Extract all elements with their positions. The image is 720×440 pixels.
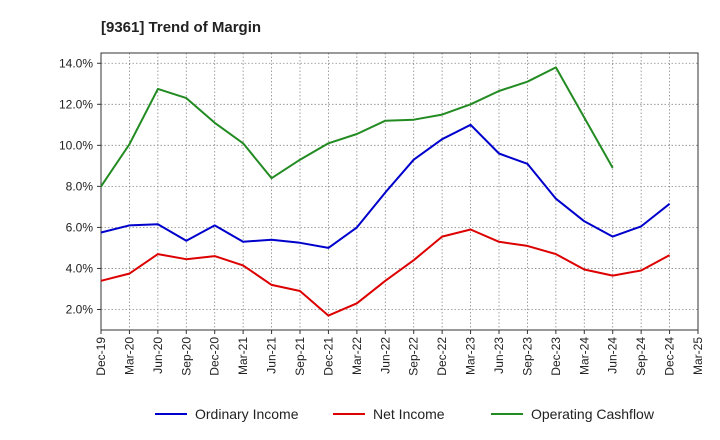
x-tick-label: Jun-23 xyxy=(492,337,506,374)
x-tick-label: Dec-22 xyxy=(435,337,449,376)
series-line-2 xyxy=(100,66,614,187)
series-lines xyxy=(100,66,671,317)
legend-label: Ordinary Income xyxy=(195,406,299,422)
x-tick-label: Mar-25 xyxy=(691,337,705,375)
x-tick-label: Jun-24 xyxy=(606,337,620,374)
x-tick-label: Jun-22 xyxy=(378,337,392,374)
x-tick-label: Mar-21 xyxy=(236,337,250,375)
y-tick-label: 6.0% xyxy=(66,220,94,234)
grid xyxy=(100,53,699,330)
y-tick-label: 2.0% xyxy=(66,302,94,316)
x-tick-label: Dec-24 xyxy=(663,337,677,376)
x-tick-label: Sep-23 xyxy=(520,337,534,376)
series-line-1 xyxy=(100,228,671,317)
x-tick-label: Dec-20 xyxy=(208,337,222,376)
x-tick-label: Dec-19 xyxy=(94,337,108,376)
x-tick-label: Jun-21 xyxy=(265,337,279,374)
x-axis: Dec-19 Mar-20 Jun-20 Sep-20 Dec-20 Mar-21 Jun-… xyxy=(94,330,705,376)
legend-item: Ordinary Income xyxy=(155,406,299,422)
legend: Ordinary Income Net Income Operating Cashf… xyxy=(155,406,655,422)
legend-label: Operating Cashflow xyxy=(531,406,655,422)
x-tick-label: Mar-22 xyxy=(350,337,364,375)
x-tick-label: Mar-23 xyxy=(464,337,478,375)
y-tick-label: 14.0% xyxy=(59,56,93,70)
x-tick-label: Mar-20 xyxy=(122,337,136,375)
legend-item: Net Income xyxy=(333,406,445,422)
y-tick-label: 8.0% xyxy=(66,179,94,193)
x-tick-label: Dec-23 xyxy=(549,337,563,376)
legend-item: Operating Cashflow xyxy=(491,406,655,422)
y-axis: 2.0% 4.0% 6.0% 8.0% 10.0% 12.0% 14.0% xyxy=(59,56,101,316)
plot-area xyxy=(100,52,699,331)
x-tick-label: Jun-20 xyxy=(151,337,165,374)
x-tick-label: Dec-21 xyxy=(321,337,335,376)
series-line-0 xyxy=(100,123,671,249)
x-tick-label: Mar-24 xyxy=(577,337,591,375)
x-tick-label: Sep-24 xyxy=(634,337,648,376)
x-tick-label: Sep-20 xyxy=(179,337,193,376)
x-tick-label: Sep-21 xyxy=(293,337,307,376)
y-tick-label: 12.0% xyxy=(59,97,93,111)
y-tick-label: 10.0% xyxy=(59,138,93,152)
legend-label: Net Income xyxy=(373,406,445,422)
chart-title: [9361] Trend of Margin xyxy=(101,19,261,36)
y-tick-label: 4.0% xyxy=(66,261,94,275)
x-tick-label: Sep-22 xyxy=(407,337,421,376)
